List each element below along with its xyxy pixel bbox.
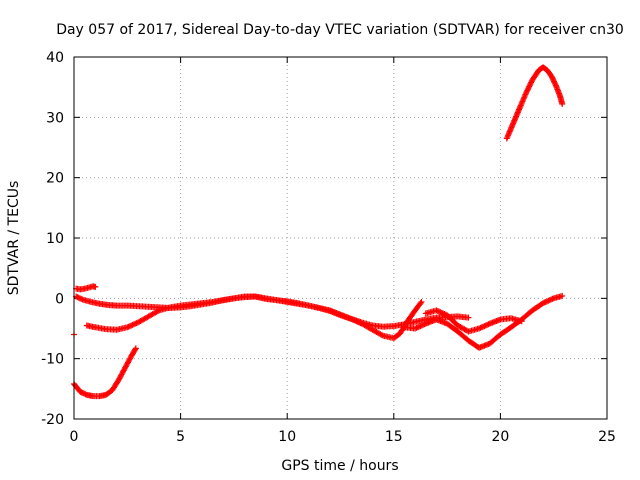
data-point xyxy=(129,321,136,328)
series-arc-6 xyxy=(401,292,566,351)
data-point xyxy=(133,320,140,327)
data-point xyxy=(436,308,443,315)
data-point xyxy=(434,308,441,315)
data-point xyxy=(350,317,357,324)
y-tick-label: 40 xyxy=(46,50,64,66)
data-point xyxy=(527,80,534,87)
data-point xyxy=(465,314,472,321)
data-point xyxy=(349,316,356,323)
data-point xyxy=(481,323,488,330)
axis-ticks: 0 5 10 15 20 25 -20 -10 0 10 20 30 40 xyxy=(41,50,616,445)
data-point xyxy=(559,101,566,108)
x-tick-label: 10 xyxy=(278,429,296,445)
series-arc-7 xyxy=(422,307,525,335)
data-point xyxy=(440,310,447,317)
data-point xyxy=(548,296,555,303)
y-tick-label: 30 xyxy=(46,110,64,126)
data-point xyxy=(418,322,425,329)
data-point xyxy=(417,323,424,330)
data-point xyxy=(125,323,132,330)
y-tick-label: -20 xyxy=(41,412,64,428)
data-point xyxy=(477,324,484,331)
data-point xyxy=(552,81,559,88)
data-point xyxy=(524,87,531,94)
data-point xyxy=(437,309,444,316)
data-points xyxy=(71,64,566,400)
data-point xyxy=(528,79,535,86)
data-point xyxy=(523,88,530,95)
data-point xyxy=(541,299,548,306)
y-tick-label: 0 xyxy=(55,291,64,307)
data-point xyxy=(546,297,553,304)
data-point xyxy=(525,84,532,91)
data-point xyxy=(518,318,525,325)
data-point xyxy=(540,300,547,307)
data-point xyxy=(484,321,491,328)
x-tick-label: 25 xyxy=(598,429,616,445)
x-axis-label: GPS time / hours xyxy=(281,458,398,474)
x-tick-label: 5 xyxy=(176,429,185,445)
data-point xyxy=(559,292,566,299)
data-point xyxy=(522,90,529,97)
data-point xyxy=(441,311,448,318)
data-point xyxy=(92,283,99,290)
data-point xyxy=(418,298,425,305)
chart-title: Day 057 of 2017, Sidereal Day-to-day VTE… xyxy=(56,22,624,38)
data-point xyxy=(132,345,139,352)
data-point xyxy=(476,325,483,332)
data-point xyxy=(378,331,385,338)
data-point xyxy=(354,318,361,325)
y-tick-label: 10 xyxy=(46,231,64,247)
data-point xyxy=(128,322,135,329)
data-point xyxy=(478,324,485,331)
data-point xyxy=(421,321,428,328)
series-arc-8 xyxy=(503,64,566,142)
data-point xyxy=(485,321,492,328)
grid xyxy=(74,57,607,419)
data-point xyxy=(130,321,137,328)
data-point xyxy=(416,323,423,330)
x-tick-label: 20 xyxy=(491,429,509,445)
data-point xyxy=(352,317,359,324)
data-point xyxy=(480,323,487,330)
data-point xyxy=(420,321,427,328)
y-axis-label: SDTVAR / TECUs xyxy=(6,181,22,296)
data-point xyxy=(482,322,489,329)
data-point xyxy=(542,298,549,305)
data-point xyxy=(412,325,419,332)
series-arc-3 xyxy=(73,293,425,342)
data-point xyxy=(348,315,355,322)
data-point xyxy=(526,83,533,90)
data-point xyxy=(356,319,363,326)
x-tick-label: 0 xyxy=(70,429,79,445)
data-point xyxy=(126,323,133,330)
x-tick-label: 15 xyxy=(385,429,403,445)
data-point xyxy=(524,86,531,93)
data-point xyxy=(526,82,533,89)
data-point xyxy=(414,324,421,331)
data-point xyxy=(433,307,440,314)
data-point xyxy=(353,318,360,325)
series-arc-4 xyxy=(73,283,99,293)
data-point xyxy=(357,320,364,327)
data-point xyxy=(132,320,139,327)
data-point xyxy=(417,300,424,307)
data-point xyxy=(549,295,556,302)
series-arc-1 xyxy=(71,345,139,400)
data-point xyxy=(438,309,445,316)
data-point xyxy=(78,295,85,302)
data-point xyxy=(413,324,420,331)
data-point xyxy=(124,324,131,331)
data-point xyxy=(545,297,552,304)
y-tick-label: -10 xyxy=(41,352,64,368)
data-point xyxy=(544,298,551,305)
plot-frame xyxy=(73,56,608,420)
data-point xyxy=(132,346,139,353)
y-tick-label: 20 xyxy=(46,171,64,187)
